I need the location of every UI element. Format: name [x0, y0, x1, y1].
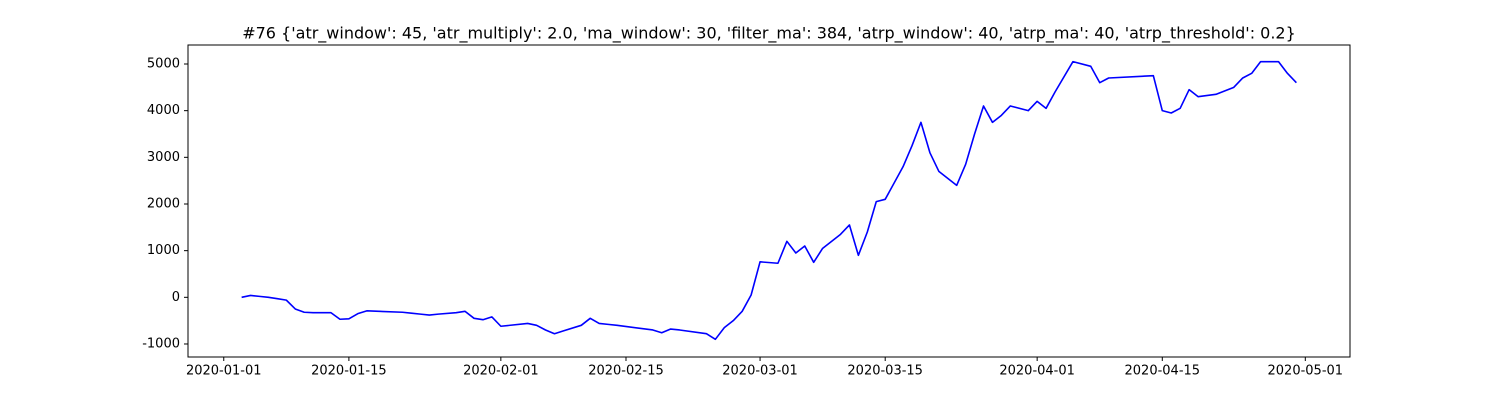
plot-frame [187, 44, 1351, 358]
x-tick-label: 2020-02-15 [588, 364, 664, 379]
x-tick-label: 2020-03-01 [722, 364, 798, 379]
x-tick-label: 2020-05-01 [1268, 364, 1344, 379]
y-tick-label: -1000 [142, 336, 180, 351]
y-tick-label: 2000 [147, 196, 180, 211]
x-tick-label: 2020-03-15 [847, 364, 923, 379]
x-tick-label: 2020-04-15 [1125, 364, 1201, 379]
y-tick-label: 0 [172, 290, 180, 305]
y-tick-label: 3000 [147, 150, 180, 165]
x-tick-label: 2020-01-15 [311, 364, 387, 379]
chart-title: #76 {'atr_window': 45, 'atr_multiply': 2… [242, 24, 1296, 44]
y-tick-label: 4000 [147, 103, 180, 118]
x-tick-label: 2020-02-01 [463, 364, 539, 379]
data-line [241, 60, 1297, 341]
y-tick-label: 1000 [147, 243, 180, 258]
x-tick-label: 2020-01-01 [186, 364, 262, 379]
y-tick-label: 5000 [147, 56, 180, 71]
x-tick-label: 2020-04-01 [999, 364, 1075, 379]
